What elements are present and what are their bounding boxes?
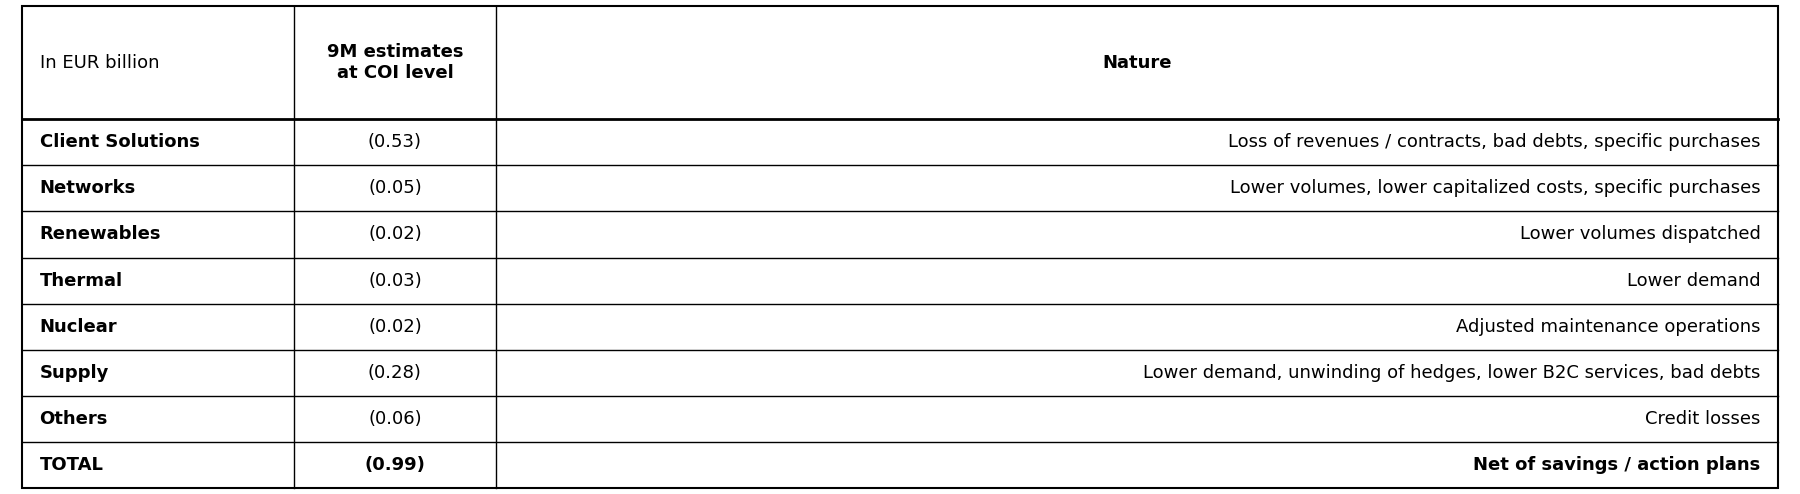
Text: (0.53): (0.53) bbox=[367, 133, 421, 151]
Text: 9M estimates
at COI level: 9M estimates at COI level bbox=[326, 43, 463, 82]
Text: Client Solutions: Client Solutions bbox=[40, 133, 200, 151]
Text: TOTAL: TOTAL bbox=[40, 456, 103, 474]
Text: Credit losses: Credit losses bbox=[1645, 410, 1760, 428]
Text: Thermal: Thermal bbox=[40, 272, 122, 289]
Text: (0.02): (0.02) bbox=[367, 225, 421, 244]
Text: (0.99): (0.99) bbox=[364, 456, 425, 474]
Text: Lower volumes, lower capitalized costs, specific purchases: Lower volumes, lower capitalized costs, … bbox=[1229, 179, 1760, 198]
Text: Networks: Networks bbox=[40, 179, 135, 198]
Text: Lower volumes dispatched: Lower volumes dispatched bbox=[1519, 225, 1760, 244]
Text: Others: Others bbox=[40, 410, 108, 428]
Text: Nuclear: Nuclear bbox=[40, 318, 117, 336]
Text: Renewables: Renewables bbox=[40, 225, 162, 244]
Text: Loss of revenues / contracts, bad debts, specific purchases: Loss of revenues / contracts, bad debts,… bbox=[1228, 133, 1760, 151]
Text: Nature: Nature bbox=[1102, 53, 1172, 72]
Text: Net of savings / action plans: Net of savings / action plans bbox=[1472, 456, 1760, 474]
Text: In EUR billion: In EUR billion bbox=[40, 53, 158, 72]
Text: Lower demand, unwinding of hedges, lower B2C services, bad debts: Lower demand, unwinding of hedges, lower… bbox=[1143, 364, 1760, 382]
Text: Supply: Supply bbox=[40, 364, 110, 382]
Text: (0.02): (0.02) bbox=[367, 318, 421, 336]
Text: Adjusted maintenance operations: Adjusted maintenance operations bbox=[1456, 318, 1760, 336]
Text: (0.05): (0.05) bbox=[367, 179, 421, 198]
Text: (0.28): (0.28) bbox=[367, 364, 421, 382]
Text: (0.06): (0.06) bbox=[369, 410, 421, 428]
Text: Lower demand: Lower demand bbox=[1627, 272, 1760, 289]
Text: (0.03): (0.03) bbox=[367, 272, 421, 289]
